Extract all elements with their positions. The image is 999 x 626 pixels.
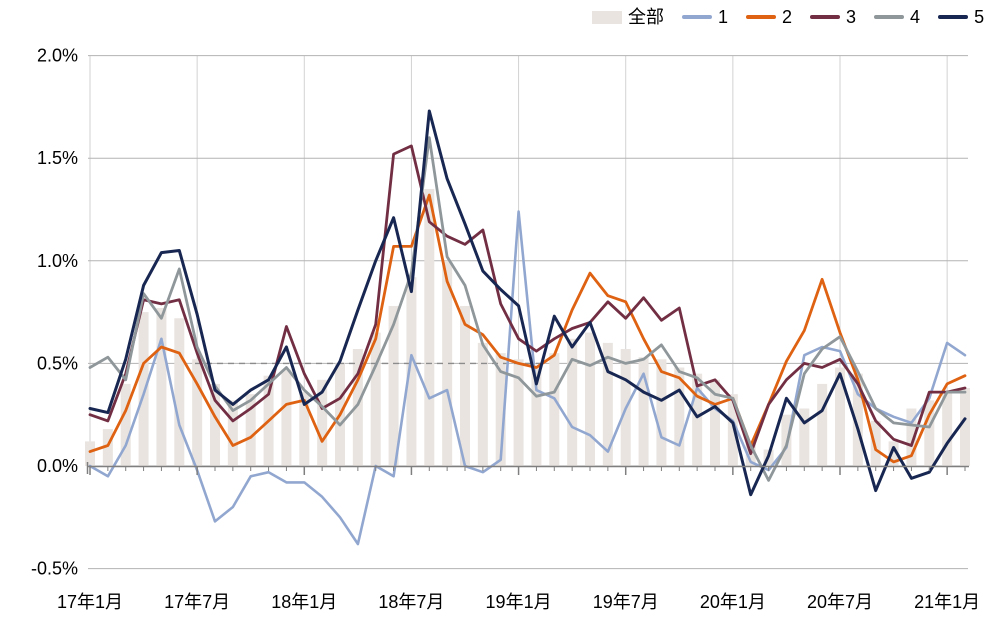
bar bbox=[852, 373, 863, 466]
bar bbox=[174, 318, 185, 466]
bar bbox=[870, 420, 881, 466]
y-tick-label: 0.5% bbox=[37, 353, 78, 373]
legend-label: 5 bbox=[974, 7, 985, 27]
bar bbox=[388, 305, 399, 466]
bar bbox=[442, 260, 453, 466]
x-tick-label: 17年7月 bbox=[164, 592, 230, 612]
x-tick-label: 19年7月 bbox=[593, 592, 659, 612]
x-tick-label: 18年7月 bbox=[378, 592, 444, 612]
line-swatch-icon bbox=[682, 15, 712, 19]
bar bbox=[960, 388, 970, 466]
line-series-4 bbox=[88, 136, 967, 482]
legend-item-all[interactable]: 全部 bbox=[592, 6, 664, 28]
line-swatch-icon bbox=[746, 15, 777, 19]
y-tick-label: -0.5% bbox=[31, 559, 78, 579]
bar bbox=[942, 392, 953, 466]
bar bbox=[406, 277, 417, 466]
bar bbox=[727, 394, 738, 466]
legend-item-2[interactable]: 2 bbox=[746, 6, 792, 28]
x-tick-label: 20年1月 bbox=[700, 592, 766, 612]
bar bbox=[210, 383, 220, 466]
bar bbox=[299, 392, 310, 466]
x-tick-label: 17年1月 bbox=[57, 592, 123, 612]
y-tick-label: 2.0% bbox=[37, 46, 78, 66]
legend-label: 2 bbox=[782, 7, 793, 27]
line-swatch-icon bbox=[874, 15, 905, 19]
legend-item-4[interactable]: 4 bbox=[874, 6, 920, 28]
legend-item-5[interactable]: 5 bbox=[938, 6, 984, 28]
line-swatch-icon bbox=[938, 15, 969, 19]
bar bbox=[656, 359, 667, 466]
bar bbox=[602, 342, 613, 466]
x-tick-label: 21年1月 bbox=[914, 592, 980, 612]
bar bbox=[317, 379, 328, 466]
legend-item-1[interactable]: 1 bbox=[682, 6, 728, 28]
bar bbox=[674, 367, 685, 466]
bar bbox=[799, 408, 810, 466]
bar bbox=[638, 357, 649, 466]
bar bbox=[138, 312, 149, 466]
bar bbox=[477, 342, 488, 466]
legend-item-3[interactable]: 3 bbox=[810, 6, 856, 28]
line-series-5 bbox=[88, 109, 967, 497]
bar-series-all bbox=[85, 188, 970, 467]
bar bbox=[567, 338, 578, 466]
bar bbox=[513, 359, 524, 466]
legend-label: 3 bbox=[846, 7, 857, 27]
bar bbox=[352, 349, 363, 466]
bar bbox=[888, 441, 899, 466]
bar bbox=[906, 408, 917, 466]
x-tick-label: 20年7月 bbox=[807, 592, 873, 612]
y-tick-label: 1.0% bbox=[37, 251, 78, 271]
y-tick-label: 0.0% bbox=[37, 456, 78, 476]
bar bbox=[424, 188, 435, 467]
bar bbox=[120, 383, 131, 466]
bar bbox=[585, 332, 595, 466]
legend-label: 全部 bbox=[628, 7, 664, 27]
bar bbox=[245, 394, 256, 466]
x-tick-label: 18年1月 bbox=[271, 592, 337, 612]
bar bbox=[495, 353, 506, 466]
bar bbox=[102, 429, 113, 466]
bar bbox=[549, 353, 560, 466]
bar bbox=[85, 441, 95, 466]
bar bbox=[460, 305, 470, 466]
bar bbox=[192, 359, 203, 466]
bar bbox=[692, 373, 703, 466]
bar-swatch-icon bbox=[592, 10, 622, 24]
bar bbox=[835, 367, 845, 466]
x-tick-label: 19年1月 bbox=[486, 592, 552, 612]
line-series-1 bbox=[88, 210, 967, 546]
legend-label: 1 bbox=[718, 7, 729, 27]
bar bbox=[817, 383, 828, 466]
line-swatch-icon bbox=[810, 15, 841, 19]
bar bbox=[531, 367, 542, 466]
bar bbox=[370, 332, 381, 466]
bar bbox=[281, 369, 292, 466]
y-tick-label: 1.5% bbox=[37, 148, 78, 168]
chart-legend: 全部 1 2 3 4 5 bbox=[592, 6, 984, 28]
bar bbox=[156, 307, 167, 466]
bar bbox=[924, 400, 935, 466]
legend-label: 4 bbox=[910, 7, 921, 27]
bar bbox=[227, 400, 238, 466]
bar bbox=[710, 379, 720, 466]
line-series-2 bbox=[88, 193, 967, 464]
